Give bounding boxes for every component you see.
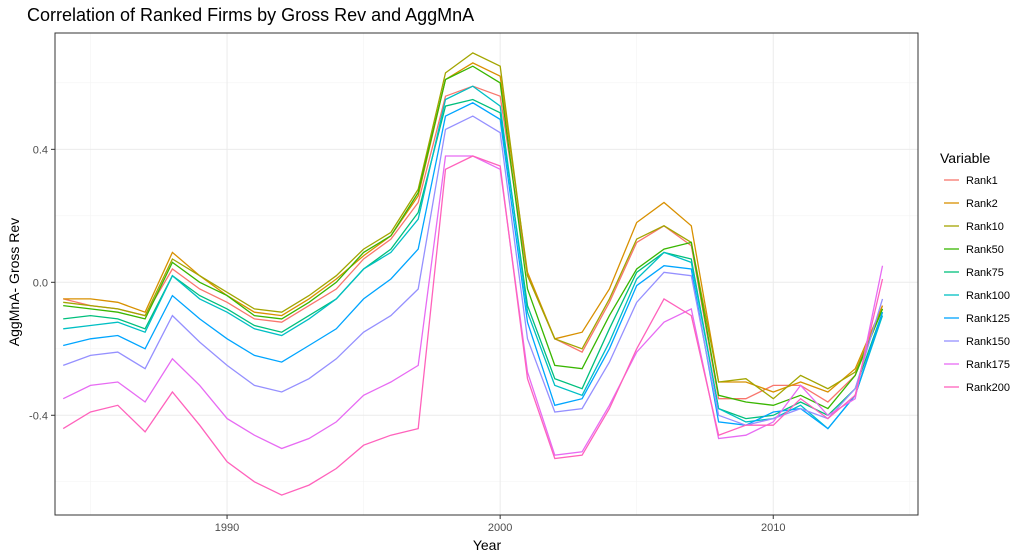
series-line-rank175: [62, 155, 884, 456]
legend-label: Rank150: [966, 336, 1010, 348]
series-line-rank75: [63, 98, 884, 420]
legend-item-rank1: Rank1: [944, 175, 998, 187]
legend-item-rank2: Rank2: [944, 198, 998, 210]
legend-item-rank75: Rank75: [944, 267, 1004, 279]
legend-item-rank10: Rank10: [944, 221, 1004, 233]
legend-item-rank100: Rank100: [944, 290, 1010, 302]
series-line-rank150: [62, 115, 884, 426]
legend: Variable Rank1Rank2Rank10Rank50Rank75Ran…: [940, 150, 1010, 394]
x-axis-title: Year: [473, 537, 502, 553]
series-line-rank2: [63, 62, 884, 393]
legend-label: Rank1: [966, 175, 998, 187]
legend-label: Rank100: [966, 290, 1010, 302]
plot-panel-border: [54, 32, 919, 516]
y-axis: -0.4 0.0 0.4: [29, 144, 55, 422]
legend-label: Rank175: [966, 359, 1010, 371]
y-tick-label: 0.0: [33, 277, 48, 289]
grid: [55, 33, 918, 515]
x-axis: 1990 2000 2010: [215, 515, 785, 534]
y-tick-label: -0.4: [29, 410, 48, 422]
legend-item-rank150: Rank150: [944, 336, 1010, 348]
series-line-rank50: [63, 65, 884, 410]
series-line-rank200: [62, 155, 884, 496]
legend-label: Rank2: [966, 198, 998, 210]
legend-label: Rank75: [966, 267, 1004, 279]
series-line-rank100: [63, 85, 884, 430]
legend-item-rank125: Rank125: [944, 313, 1010, 325]
series-line-rank1: [63, 85, 884, 403]
legend-items: Rank1 Rank2 Rank10 Rank50 Rank75 Rank100 Rank1…: [944, 175, 1010, 394]
series-line-rank125: [63, 102, 884, 430]
y-tick-label: 0.4: [33, 144, 48, 156]
x-tick-label: 2010: [761, 522, 785, 534]
series-lines: [62, 52, 884, 496]
legend-item-rank50: Rank50: [944, 244, 1004, 256]
legend-item-rank200: Rank200: [944, 382, 1010, 394]
legend-title: Variable: [940, 150, 991, 166]
legend-label: Rank125: [966, 313, 1010, 325]
y-axis-title: AggMnA- Gross Rev: [6, 218, 22, 346]
chart-title: Correlation of Ranked Firms by Gross Rev…: [27, 5, 474, 25]
x-tick-label: 2000: [488, 522, 512, 534]
legend-label: Rank10: [966, 221, 1004, 233]
legend-label: Rank50: [966, 244, 1004, 256]
legend-label: Rank200: [966, 382, 1010, 394]
series-line-rank10: [63, 52, 884, 400]
x-tick-label: 1990: [215, 522, 239, 534]
legend-item-rank175: Rank175: [944, 359, 1010, 371]
